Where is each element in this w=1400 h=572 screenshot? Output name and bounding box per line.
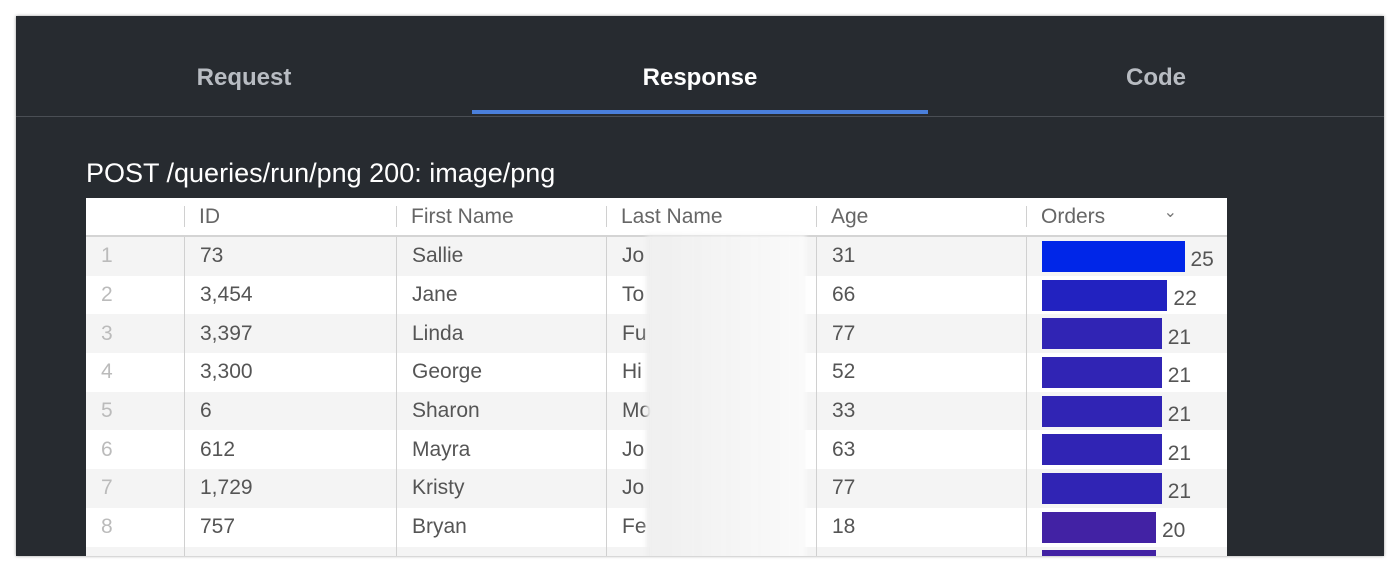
- row-index: 5: [101, 399, 113, 423]
- orders-value: 21: [1167, 325, 1192, 349]
- table-row[interactable]: 6 612 Mayra Jo 63 21: [86, 430, 1227, 470]
- orders-header-label: Orders: [1041, 204, 1106, 228]
- orders-value: 20: [1162, 519, 1186, 543]
- cell-id: 3,300: [184, 353, 396, 392]
- cell-first-name: Jane: [396, 275, 606, 315]
- row-index: 1: [101, 244, 113, 268]
- redaction-blur: [646, 235, 806, 556]
- cell-last-name: To: [606, 275, 816, 315]
- row-index: 6: [101, 437, 113, 461]
- response-panel: Request Response Code POST /queries/run/…: [16, 16, 1384, 556]
- orders-bar: [1042, 511, 1156, 543]
- row-index: 7: [101, 476, 113, 500]
- orders-value: 21: [1167, 403, 1192, 427]
- cell-last-name: Fe: [606, 507, 816, 547]
- table-row[interactable]: 8 757 Bryan Fe 18 20: [86, 507, 1227, 547]
- orders-value: 21: [1167, 364, 1192, 388]
- cell-id: 6: [184, 391, 396, 431]
- cell-first-name: [396, 546, 606, 556]
- cell-first-name: Sharon: [396, 391, 606, 431]
- orders-bar: [1042, 240, 1185, 272]
- cell-id: 612: [184, 430, 396, 470]
- cell-id: [184, 546, 396, 556]
- cell-first-name: Linda: [396, 314, 606, 354]
- column-header-id[interactable]: ID: [184, 198, 396, 235]
- column-header-age[interactable]: Age: [816, 198, 1026, 235]
- column-header-index: [86, 198, 184, 235]
- tab-bar: Request Response Code: [16, 16, 1384, 117]
- cell-last-name: Jo: [606, 469, 816, 508]
- cell-id: 3,454: [184, 275, 396, 315]
- orders-bar: [1042, 279, 1168, 311]
- orders-value: 21: [1167, 441, 1192, 465]
- cell-last-name: Mo: [606, 391, 816, 431]
- row-index: 4: [101, 360, 113, 384]
- cell-age: 33: [816, 391, 1026, 431]
- orders-bar: [1042, 434, 1162, 466]
- orders-bar: [1042, 395, 1162, 427]
- cell-last-name: Jo: [606, 237, 816, 276]
- cell-age: 77: [816, 469, 1026, 508]
- cell-orders: 21: [1026, 430, 1227, 470]
- cell-first-name: Sallie: [396, 237, 606, 276]
- cell-orders: 21: [1026, 314, 1227, 354]
- orders-value: 25: [1190, 248, 1214, 272]
- orders-value: 22: [1173, 287, 1197, 311]
- orders-bar: [1042, 318, 1162, 350]
- orders-bar: [1042, 356, 1162, 388]
- column-header-first-name[interactable]: First Name: [396, 198, 606, 235]
- table-row[interactable]: 2 3,454 Jane To 66 22: [86, 275, 1227, 315]
- cell-age: 52: [816, 353, 1026, 392]
- cell-orders: 21: [1026, 391, 1227, 431]
- row-index: 8: [101, 515, 113, 539]
- cell-age: 18: [816, 507, 1026, 547]
- cell-orders: 25: [1026, 237, 1227, 276]
- cell-id: 73: [184, 237, 396, 276]
- cell-first-name: Kristy: [396, 469, 606, 508]
- orders-bar: [1042, 472, 1162, 504]
- orders-value: 21: [1167, 480, 1192, 504]
- cell-orders: 21: [1026, 469, 1227, 508]
- cell-first-name: George: [396, 353, 606, 392]
- cell-orders: [1026, 546, 1227, 556]
- tab-response[interactable]: Response: [472, 16, 928, 116]
- cell-last-name: Jo: [606, 430, 816, 470]
- cell-age: 66: [816, 275, 1026, 315]
- column-header-orders[interactable]: Orders ⌄: [1026, 198, 1227, 235]
- row-index: 3: [101, 321, 113, 345]
- cell-orders: 20: [1026, 507, 1227, 547]
- cell-age: [816, 546, 1026, 556]
- response-title: POST /queries/run/png 200: image/png: [86, 158, 556, 188]
- row-index: 2: [101, 283, 113, 307]
- cell-age: 63: [816, 430, 1026, 470]
- cell-orders: 22: [1026, 275, 1227, 315]
- cell-last-name: Hi: [606, 353, 816, 392]
- cell-age: 77: [816, 314, 1026, 354]
- table-header: ID First Name Last Name Age Orders ⌄: [86, 198, 1227, 237]
- row-index: [86, 547, 184, 557]
- cell-id: 3,397: [184, 314, 396, 354]
- chevron-down-icon[interactable]: ⌄: [1163, 204, 1177, 221]
- table-row[interactable]: 4 3,300 George Hi 52 21: [86, 353, 1227, 392]
- cell-age: 31: [816, 237, 1026, 276]
- column-header-last-name[interactable]: Last Name: [606, 198, 816, 235]
- cell-id: 1,729: [184, 469, 396, 508]
- cell-last-name: Fu: [606, 314, 816, 354]
- results-table: ID First Name Last Name Age Orders ⌄ 1 73…: [86, 198, 1227, 556]
- tab-request[interactable]: Request: [196, 64, 292, 91]
- cell-orders: 21: [1026, 353, 1227, 392]
- cell-first-name: Bryan: [396, 507, 606, 547]
- tab-code[interactable]: Code: [1126, 64, 1186, 91]
- cell-id: 757: [184, 507, 396, 547]
- cell-last-name: [606, 546, 816, 556]
- cell-first-name: Mayra: [396, 430, 606, 470]
- orders-bar: [1042, 550, 1156, 556]
